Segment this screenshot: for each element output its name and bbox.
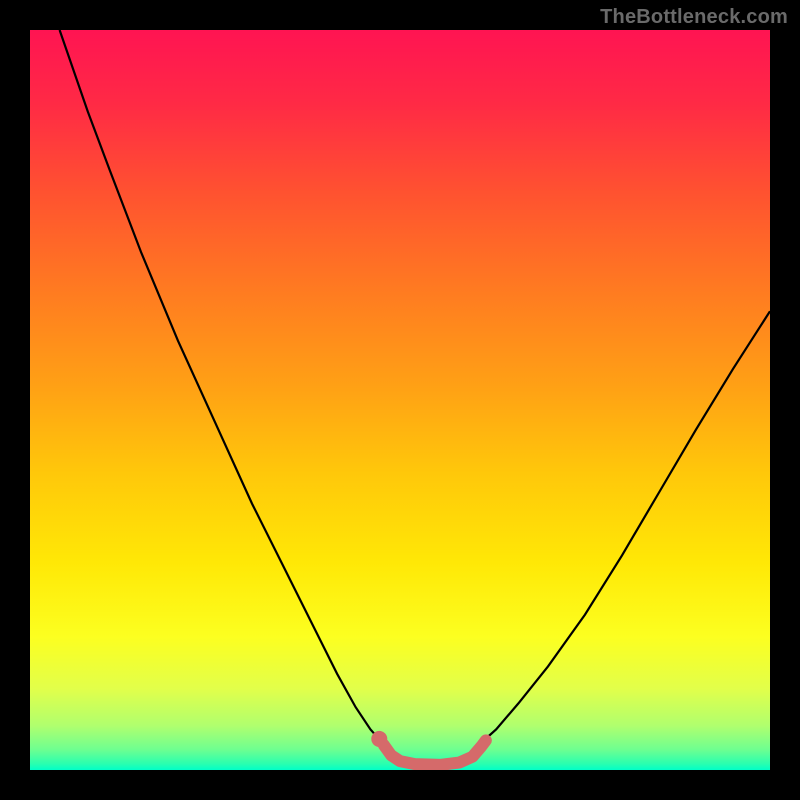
- sweet-spot-marker-arc: [384, 740, 486, 764]
- bottleneck-curve-left: [60, 30, 382, 742]
- chart-plot-area: [30, 30, 770, 770]
- curve-layer: [30, 30, 770, 770]
- watermark-text: TheBottleneck.com: [600, 6, 788, 29]
- bottleneck-curve-right: [481, 311, 770, 742]
